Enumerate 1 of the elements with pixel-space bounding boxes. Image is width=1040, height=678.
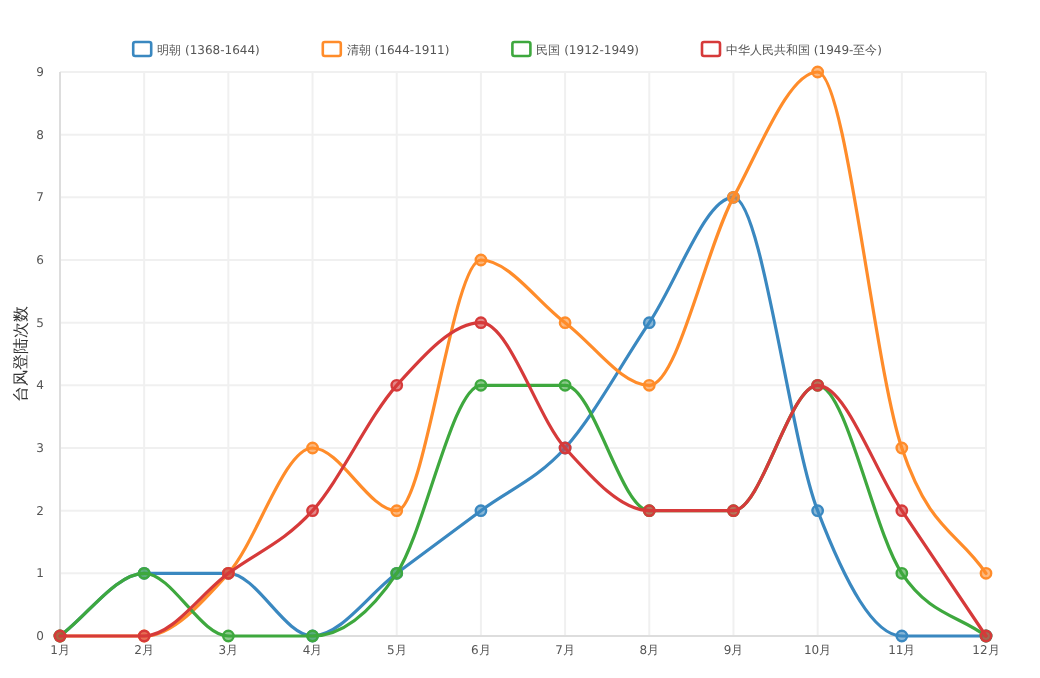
y-axis-title: 台风登陆次数 [12, 306, 30, 402]
